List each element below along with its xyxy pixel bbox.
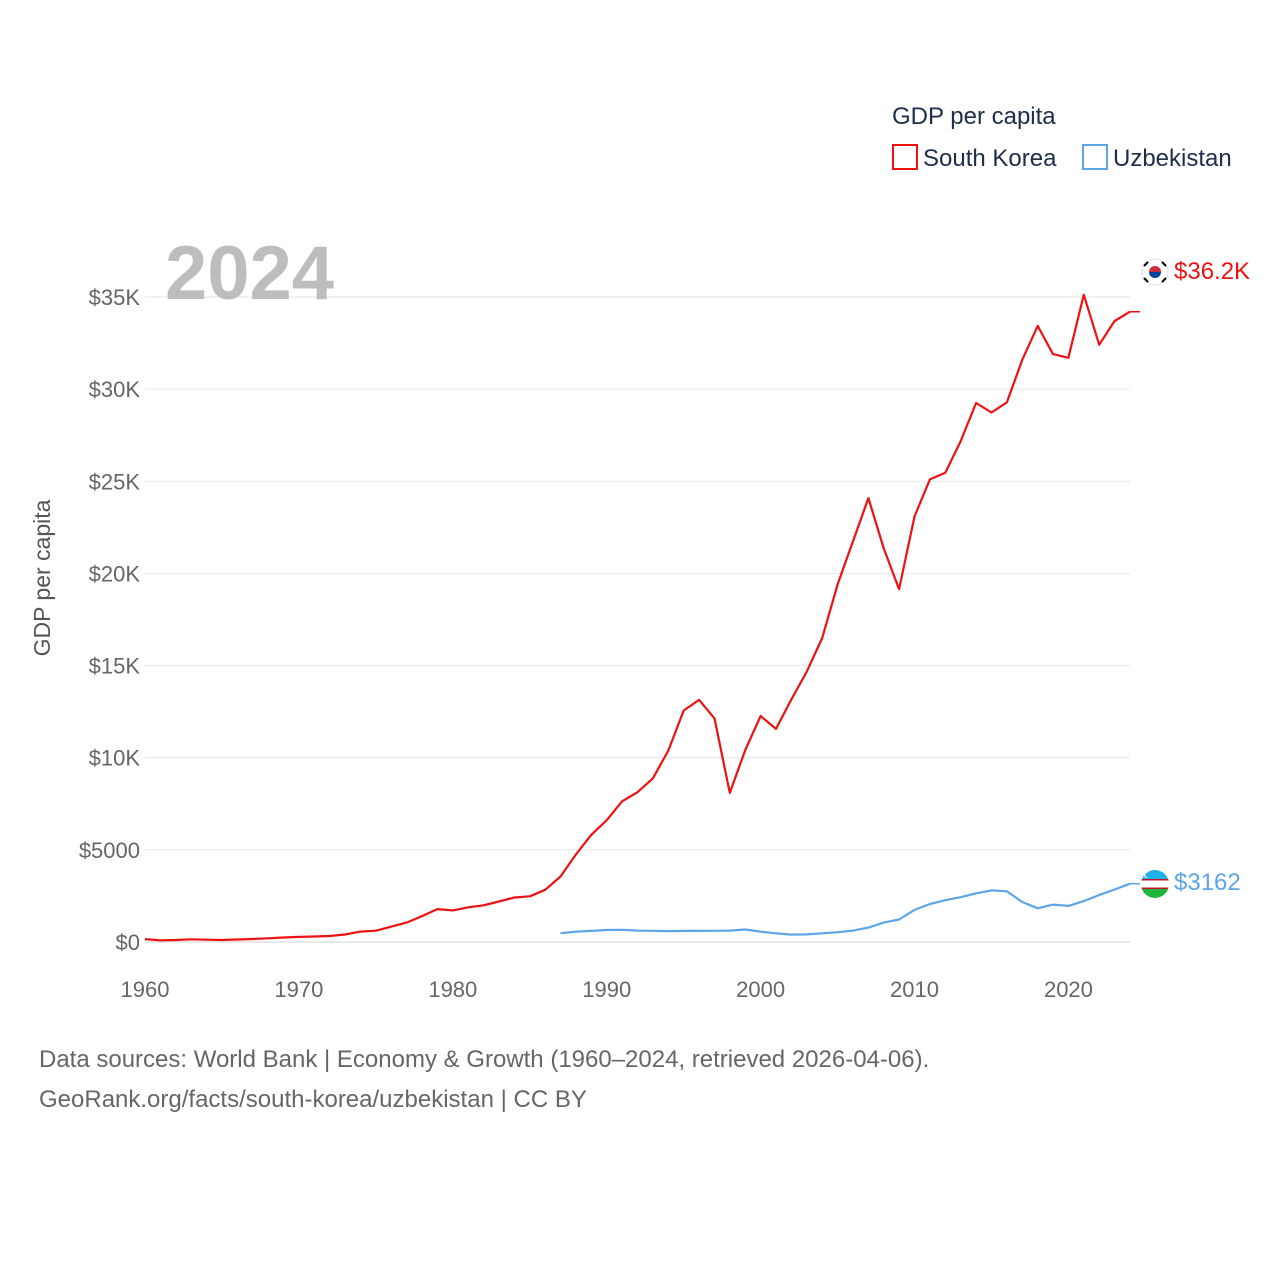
series-line-south-korea[interactable] [144, 293, 1131, 942]
end-label-south-korea: $36.2K [1141, 258, 1250, 286]
source-line-1: Data sources: World Bank | Economy & Gro… [39, 1046, 930, 1073]
x-tick-label: 1980 [428, 977, 477, 1002]
legend-title: GDP per capita [892, 103, 1056, 130]
y-tick-label: $35K [89, 285, 141, 310]
year-label: 2024 [165, 231, 334, 316]
x-tick-label: 1970 [274, 977, 323, 1002]
y-tick-label: $10K [89, 746, 141, 771]
legend-swatch-south-korea [892, 144, 918, 170]
x-tick-label: 2010 [890, 977, 939, 1002]
y-tick-label: $30K [89, 377, 141, 402]
legend[interactable]: GDP per capita South Korea Uzbekistan [892, 103, 1232, 172]
end-label-uzbekistan: $3162 [1141, 869, 1241, 898]
x-tick-label: 2020 [1044, 977, 1093, 1002]
y-axis-title: GDP per capita [29, 499, 55, 656]
legend-label-south-korea: South Korea [923, 145, 1057, 172]
y-tick-label: $15K [89, 654, 141, 679]
uzbekistan-flag-icon [1141, 870, 1169, 898]
end-value-south-korea: $36.2K [1174, 258, 1250, 285]
legend-label-uzbekistan: Uzbekistan [1113, 145, 1232, 172]
y-tick-label: $0 [116, 930, 140, 955]
x-tick-label: 1990 [582, 977, 631, 1002]
legend-item-uzbekistan[interactable]: Uzbekistan [1082, 144, 1232, 172]
source-line-2: GeoRank.org/facts/south-korea/uzbekistan… [39, 1086, 587, 1113]
end-value-uzbekistan: $3162 [1174, 869, 1241, 896]
y-tick-label: $5000 [79, 838, 140, 863]
y-axis-ticks: $0 $5000 $10K $15K $20K $25K $30K $35K [79, 285, 141, 955]
series-lines [144, 293, 1140, 942]
x-tick-label: 1960 [121, 977, 170, 1002]
series-line-uzbekistan[interactable] [560, 882, 1131, 936]
y-tick-label: $20K [89, 561, 141, 586]
gridlines [145, 296, 1130, 943]
x-tick-label: 2000 [736, 977, 785, 1002]
south-korea-flag-icon [1141, 258, 1169, 286]
legend-item-south-korea[interactable]: South Korea [892, 144, 1057, 172]
y-tick-label: $25K [89, 469, 141, 494]
x-axis-ticks: 1960 1970 1980 1990 2000 2010 2020 [121, 977, 1093, 1002]
legend-swatch-uzbekistan [1082, 144, 1108, 170]
